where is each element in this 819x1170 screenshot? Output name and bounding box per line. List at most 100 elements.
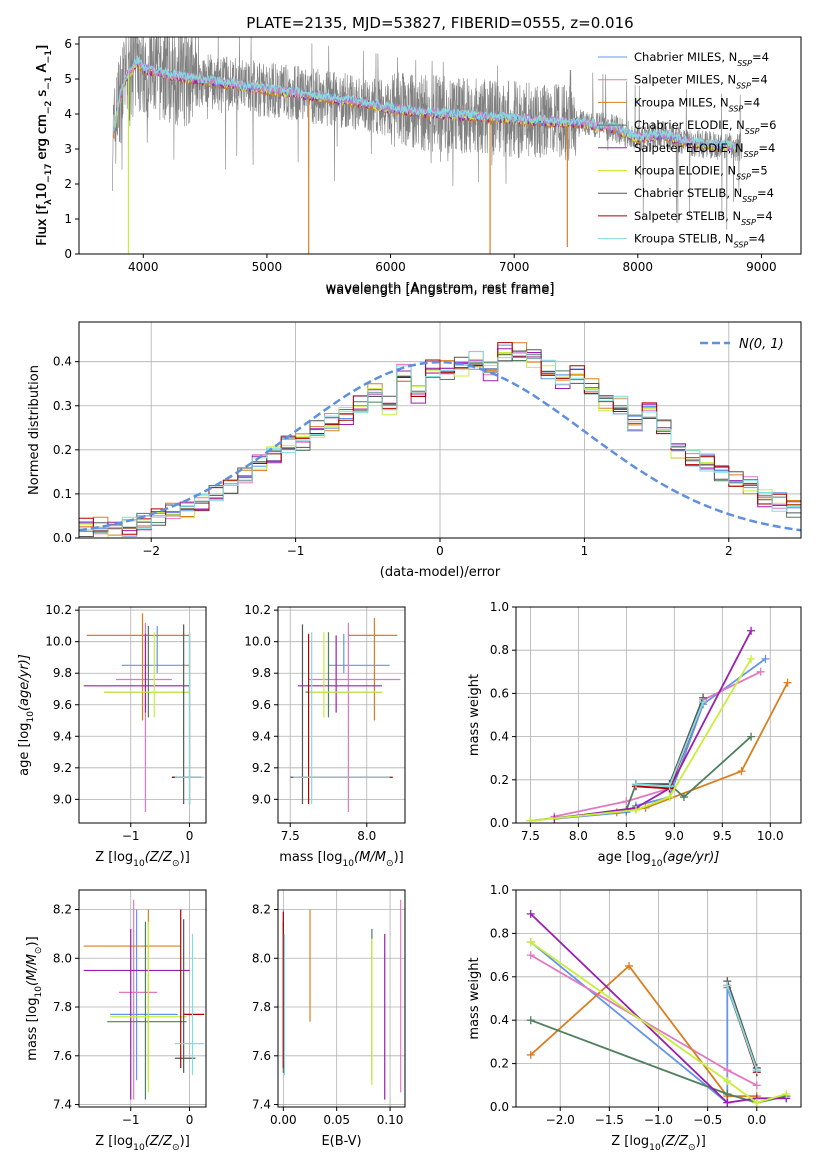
y-axis-label-part: −2 bbox=[44, 101, 54, 114]
y-tick-label: 7.6 bbox=[53, 1049, 72, 1063]
x-axis-label-part: 10 bbox=[342, 859, 354, 869]
plus-marker bbox=[526, 951, 535, 960]
legend-subscript: SSP bbox=[736, 172, 751, 181]
legend-series-name: Chabrier ELODIE, N bbox=[634, 118, 745, 132]
y-axis-label-part: 10 bbox=[26, 711, 36, 723]
axes-age_vs_Z: −1 09.09.29.49.69.810.010.2Z [log10(Z/Z⊙)… bbox=[17, 603, 207, 869]
x-axis-label-part: age [log bbox=[598, 850, 651, 865]
legend-nssp: =4 bbox=[743, 95, 760, 109]
plot-area bbox=[526, 626, 792, 823]
plus-marker bbox=[723, 1066, 732, 1075]
y-tick-label: 0.4 bbox=[490, 1013, 509, 1027]
y-tick-label: 7.4 bbox=[53, 1098, 72, 1112]
y-axis-label-part: 10 bbox=[34, 986, 44, 998]
y-tick-label: 7.8 bbox=[252, 1000, 271, 1014]
y-tick-label: 5 bbox=[64, 72, 72, 86]
y-tick-label: 7.4 bbox=[252, 1098, 271, 1112]
y-tick-label: 1 bbox=[64, 212, 72, 226]
x-axis-label: Z [log10(Z/Z⊙)] bbox=[95, 850, 190, 869]
y-axis-label-part: −1 bbox=[44, 77, 54, 90]
y-tick-label: 0.2 bbox=[53, 443, 72, 457]
plus-marker bbox=[526, 938, 535, 947]
x-axis-label-part: ⊙ bbox=[172, 1143, 180, 1153]
y-tick-label: 7.8 bbox=[53, 1000, 72, 1014]
y-axis-label-part: 10 bbox=[35, 183, 50, 200]
x-tick-label: 9.5 bbox=[713, 829, 732, 843]
x-axis-label-part: )] bbox=[180, 850, 190, 865]
x-tick-label: 0 bbox=[436, 544, 444, 558]
legend-entry: Salpeter MILES, NSSP=4 bbox=[634, 73, 768, 91]
x-tick-label: 1 bbox=[581, 544, 589, 558]
axes-age_vs_mass: 7.5 8.0 9.0 9.2 9.4 9.6 9.8 10.0 10.2 mass [log10… bbox=[244, 603, 406, 869]
x-axis-label: mass [log10(M/M⊙)] bbox=[279, 850, 403, 869]
legend-series-name: Kroupa ELODIE, N bbox=[634, 164, 736, 178]
y-axis-label-part: (age/yr)] bbox=[17, 654, 32, 711]
x-tick-label: 10.0 bbox=[757, 829, 784, 843]
y-axis-label-part: erg cm bbox=[35, 114, 50, 163]
weight-line bbox=[726, 985, 758, 1071]
y-tick-label: 9.8 bbox=[53, 666, 72, 680]
legend-series-name: Chabrier MILES, N bbox=[634, 50, 737, 64]
x-tick-label: 9.0 bbox=[665, 829, 684, 843]
legend-nssp: =4 bbox=[758, 141, 775, 155]
y-axis-label: Flux [fλ10−17 erg cm−2 s−1 A−1] bbox=[35, 45, 54, 246]
x-axis-label-part: (Z/Z bbox=[661, 1134, 689, 1149]
legend-subscript: SSP bbox=[734, 240, 749, 249]
y-tick-label: 8.2 bbox=[252, 903, 271, 917]
plus-marker bbox=[761, 654, 770, 663]
y-tick-label: 10.0 bbox=[45, 635, 72, 649]
x-axis-label-part: (M/M bbox=[354, 850, 386, 865]
x-tick-label: 4000 bbox=[128, 260, 159, 274]
legend-series-name: Chabrier STELIB, N bbox=[634, 186, 742, 200]
x-axis-label-part: 10 bbox=[133, 1143, 145, 1153]
x-tick-label: −1.5 bbox=[595, 1113, 624, 1127]
x-axis-label-part: (age/yr)] bbox=[662, 850, 719, 865]
x-axis-label-part: 10 bbox=[651, 859, 663, 869]
plot-area bbox=[290, 618, 401, 812]
y-axis-label: Normed distribution bbox=[27, 365, 42, 495]
x-tick-label: 8.0 bbox=[357, 829, 376, 843]
histogram-step bbox=[79, 342, 801, 535]
figure-title: PLATE=2135, MJD=53827, FIBERID=0555, z=0… bbox=[246, 14, 633, 32]
x-tick-label: 0.00 bbox=[270, 1113, 297, 1127]
model-spectrum-line bbox=[113, 55, 738, 151]
y-axis-label-part: A bbox=[35, 63, 50, 76]
y-axis-label-part: mass [log bbox=[25, 998, 40, 1061]
y-axis-label-part: λ bbox=[44, 199, 54, 205]
x-tick-label: 7000 bbox=[499, 260, 530, 274]
y-axis-label: mass weight bbox=[467, 957, 482, 1039]
x-axis-label-part: ⊙ bbox=[172, 859, 180, 869]
plus-marker bbox=[723, 1089, 732, 1098]
y-tick-label: 1.0 bbox=[490, 883, 509, 897]
weight-line bbox=[554, 658, 767, 820]
axes-frame bbox=[78, 606, 207, 824]
x-axis-label: E(B-V) bbox=[321, 1134, 361, 1149]
y-axis-label-part: Flux [f bbox=[35, 204, 50, 245]
y-tick-label: 0 bbox=[64, 247, 72, 261]
y-tick-label: 0.0 bbox=[490, 816, 509, 830]
y-axis-label: mass [log10(M/M⊙)] bbox=[25, 936, 44, 1060]
plus-marker bbox=[752, 1081, 761, 1090]
legend-nssp: =4 bbox=[756, 209, 773, 223]
legend-series-name: Kroupa MILES, N bbox=[634, 95, 729, 109]
x-axis-label-part: Z [log bbox=[95, 1134, 133, 1149]
y-axis-label: age [log10(age/yr)] bbox=[17, 654, 36, 776]
legend-entry: Kroupa ELODIE, NSSP=5 bbox=[634, 164, 768, 182]
legend-subscript: SSP bbox=[745, 127, 760, 136]
legend-nssp: =4 bbox=[748, 232, 765, 246]
weight-line bbox=[530, 658, 752, 822]
legend-nssp: =4 bbox=[751, 73, 768, 87]
plus-marker bbox=[752, 1066, 761, 1075]
y-tick-label: 9.4 bbox=[53, 729, 72, 743]
legend-entry: Chabrier STELIB, NSSP=4 bbox=[634, 186, 774, 204]
y-tick-label: 0.4 bbox=[53, 355, 72, 369]
y-tick-label: 1.0 bbox=[490, 600, 509, 614]
legend-subscript: SSP bbox=[742, 195, 757, 204]
y-axis-label-part: −1 bbox=[44, 50, 54, 63]
legend-entry: Chabrier MILES, NSSP=4 bbox=[634, 50, 769, 68]
legend-entry: Chabrier ELODIE, NSSP=6 bbox=[634, 118, 776, 136]
legend-series-name: Salpeter ELODIE, N bbox=[634, 141, 744, 155]
x-axis-label-part: )] bbox=[394, 850, 404, 865]
weight-line bbox=[530, 941, 787, 1104]
